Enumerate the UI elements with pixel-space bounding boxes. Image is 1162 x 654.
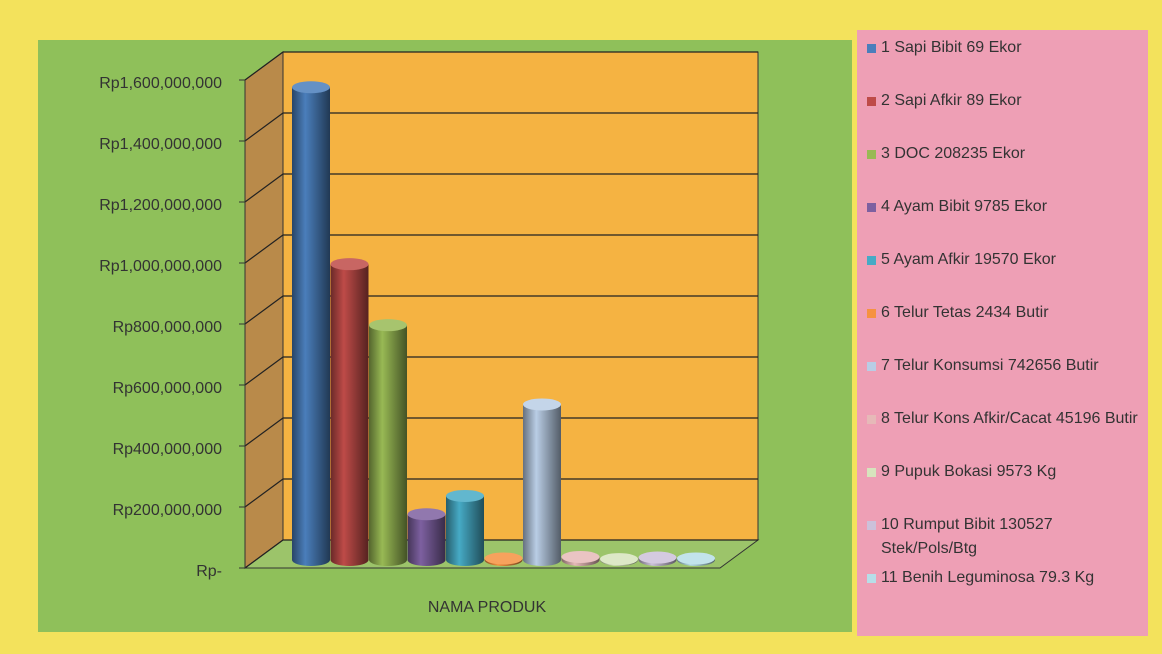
- y-tick-label: Rp200,000,000: [113, 502, 223, 519]
- grid-line: [244, 478, 758, 508]
- legend-label: 11 Benih Leguminosa 79.3 Kg: [881, 569, 1095, 586]
- legend-entry: 4 Ayam Bibit 9785 Ekor: [867, 195, 1140, 248]
- bar-top: [446, 489, 484, 502]
- bar: [600, 553, 638, 566]
- legend-entry: 8 Telur Kons Afkir/Cacat 45196 Butir: [867, 407, 1140, 460]
- legend-swatch: [867, 44, 876, 53]
- bar: [407, 508, 446, 566]
- y-tick-label: Rp1,000,000,000: [99, 258, 222, 275]
- bar-top: [292, 81, 330, 94]
- legend-swatch: [867, 468, 876, 477]
- legend-entry: 7 Telur Konsumsi 742656 Butir: [867, 354, 1140, 407]
- grid-line: [244, 356, 758, 386]
- bar-top: [369, 319, 407, 332]
- legend-entry: 6 Telur Tetas 2434 Butir: [867, 301, 1140, 354]
- y-tick-label: Rp600,000,000: [113, 380, 223, 397]
- legend-swatch: [867, 415, 876, 424]
- bar-body: [407, 514, 446, 566]
- legend-entry: 5 Ayam Afkir 19570 Ekor: [867, 248, 1140, 301]
- y-tick-label: Rp800,000,000: [113, 319, 223, 336]
- legend-label: 10 Rumput Bibit 130527 Stek/Pols/Btg: [881, 516, 1053, 557]
- legend-label: 5 Ayam Afkir 19570 Ekor: [881, 251, 1056, 268]
- legend-swatch: [867, 521, 876, 530]
- bar-body: [369, 325, 407, 566]
- grid-line: [244, 295, 758, 325]
- bar: [369, 319, 407, 566]
- bar: [330, 258, 369, 566]
- grid-line: [244, 51, 758, 81]
- legend-label: 9 Pupuk Bokasi 9573 Kg: [881, 463, 1057, 480]
- legend-swatch: [867, 309, 876, 318]
- bar: [638, 551, 677, 566]
- bar: [446, 489, 484, 566]
- grid-line: [244, 539, 758, 569]
- grid-line: [244, 417, 758, 447]
- y-tick-label: Rp400,000,000: [113, 441, 223, 458]
- bar-body: [292, 87, 330, 566]
- bar-top: [561, 550, 600, 563]
- x-axis-label: NAMA PRODUK: [428, 599, 547, 616]
- y-tick-label: Rp1,600,000,000: [99, 75, 222, 92]
- bar-top: [407, 508, 446, 521]
- legend: 1 Sapi Bibit 69 Ekor 2 Sapi Afkir 89 Ekor…: [857, 30, 1148, 636]
- legend-swatch: [867, 362, 876, 371]
- bar-top: [484, 552, 523, 565]
- legend-entry: 11 Benih Leguminosa 79.3 Kg: [867, 566, 1140, 619]
- bar: [561, 550, 600, 566]
- y-tick-label: Rp-: [196, 563, 222, 580]
- bar-body: [446, 495, 484, 566]
- legend-swatch: [867, 574, 876, 583]
- legend-label: 2 Sapi Afkir 89 Ekor: [881, 92, 1022, 109]
- bar: [484, 552, 523, 566]
- legend-label: 3 DOC 208235 Ekor: [881, 145, 1026, 162]
- legend-label: 8 Telur Kons Afkir/Cacat 45196 Butir: [881, 410, 1138, 427]
- bar-top: [523, 398, 561, 411]
- y-tick-label: Rp1,400,000,000: [99, 136, 222, 153]
- bar-top: [638, 551, 677, 564]
- legend-entry: 2 Sapi Afkir 89 Ekor: [867, 89, 1140, 142]
- legend-label: 7 Telur Konsumsi 742656 Butir: [881, 357, 1099, 374]
- bar: [677, 552, 715, 566]
- legend-label: 6 Telur Tetas 2434 Butir: [881, 304, 1049, 321]
- y-tick-label: Rp1,200,000,000: [99, 197, 222, 214]
- legend-label: 1 Sapi Bibit 69 Ekor: [881, 39, 1022, 56]
- legend-entry: 1 Sapi Bibit 69 Ekor: [867, 36, 1140, 89]
- legend-swatch: [867, 203, 876, 212]
- bar: [523, 398, 561, 566]
- legend-swatch: [867, 150, 876, 159]
- bar-top: [600, 553, 638, 566]
- grid-line: [244, 234, 758, 264]
- bar-body: [330, 264, 369, 566]
- grid-line: [244, 173, 758, 203]
- bar-top: [677, 552, 715, 565]
- bar-top: [330, 258, 369, 271]
- bar: [292, 81, 330, 566]
- legend-entry: 9 Pupuk Bokasi 9573 Kg: [867, 460, 1140, 513]
- legend-entry: 10 Rumput Bibit 130527 Stek/Pols/Btg: [867, 513, 1140, 566]
- bar-body: [523, 404, 561, 566]
- legend-swatch: [867, 256, 876, 265]
- legend-entry: 3 DOC 208235 Ekor: [867, 142, 1140, 195]
- legend-label: 4 Ayam Bibit 9785 Ekor: [881, 198, 1048, 215]
- grid-line: [244, 112, 758, 142]
- legend-swatch: [867, 97, 876, 106]
